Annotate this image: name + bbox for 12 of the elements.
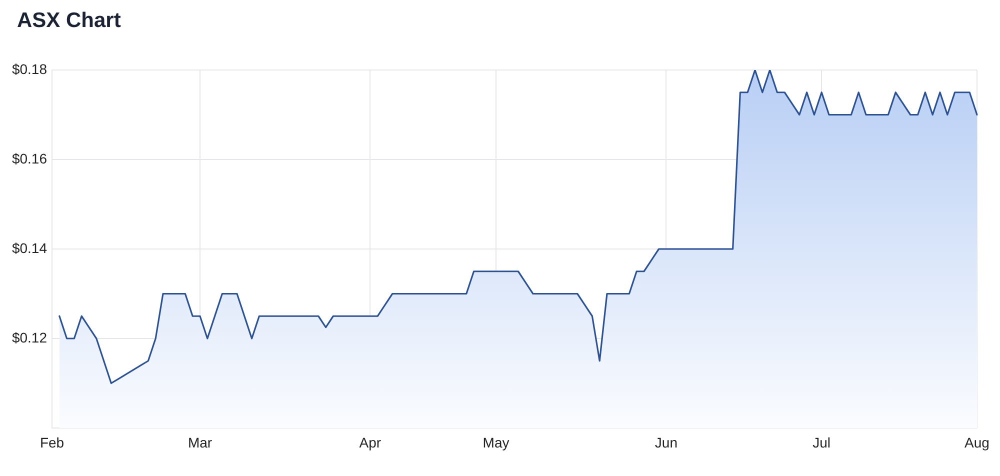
x-tick-label: Jun bbox=[654, 434, 678, 450]
x-tick-label: Aug bbox=[964, 434, 990, 450]
x-tick-label: Apr bbox=[359, 434, 382, 450]
chart-title: ASX Chart bbox=[17, 8, 121, 34]
x-tick-label: May bbox=[482, 434, 510, 450]
y-tick-label: $0.18 bbox=[12, 60, 48, 77]
x-tick-label: Mar bbox=[188, 434, 212, 450]
x-tick-label: Jul bbox=[812, 434, 831, 450]
y-tick-label: $0.16 bbox=[12, 150, 48, 166]
x-tick-label: Feb bbox=[40, 434, 64, 450]
y-tick-label: $0.12 bbox=[12, 329, 48, 346]
y-tick-label: $0.14 bbox=[12, 240, 48, 256]
